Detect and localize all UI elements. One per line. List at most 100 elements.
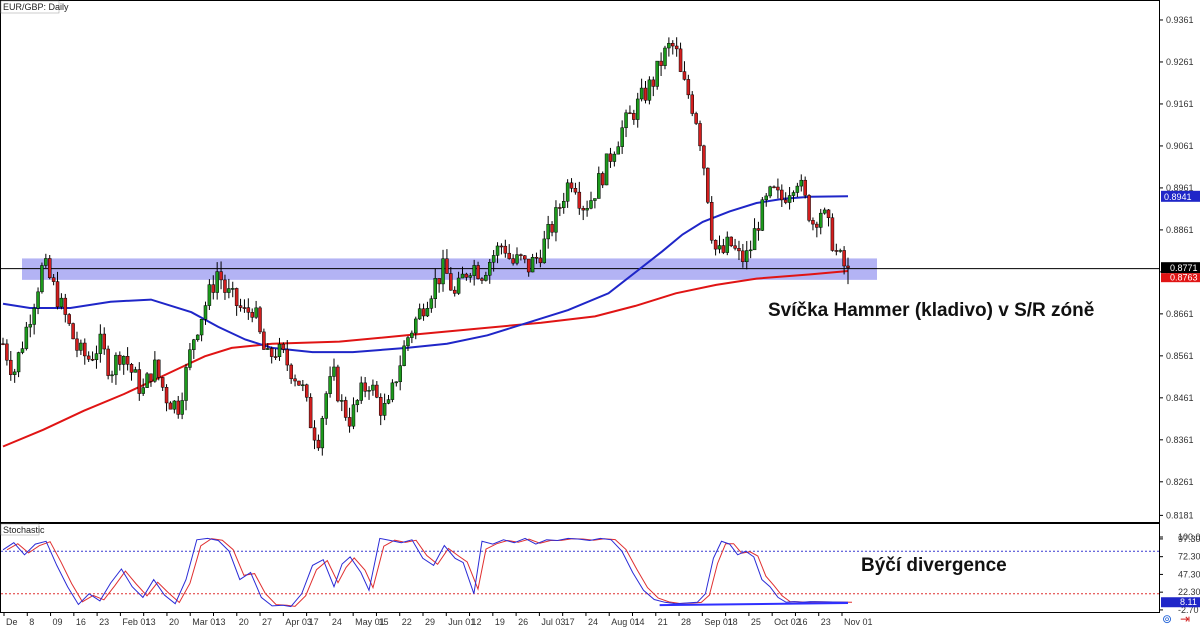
svg-text:0.8763: 0.8763	[1170, 273, 1198, 283]
candle-body	[51, 277, 56, 282]
date-tick-label: 15	[378, 617, 388, 627]
candle-body	[297, 380, 301, 386]
date-tick-label: Sep 01	[704, 617, 733, 627]
price-tick-label: 0.8461	[1166, 393, 1194, 403]
candle-body	[624, 112, 628, 129]
candle-body	[262, 331, 266, 350]
date-tick-label: Apr 03	[285, 617, 312, 627]
stochastic-title-box	[0, 523, 40, 536]
candle-body	[394, 381, 399, 384]
candle-body	[464, 273, 469, 278]
candle-body	[632, 113, 636, 120]
candle-body	[188, 349, 192, 368]
candle-body	[577, 191, 582, 209]
candle-body	[149, 373, 153, 382]
price-tick-label: 0.8661	[1166, 309, 1194, 319]
candle-body	[484, 274, 488, 281]
candle-body	[480, 278, 484, 281]
candle-body	[281, 343, 286, 350]
candle-body	[515, 254, 519, 264]
candle-body	[667, 42, 671, 49]
date-tick-label: Oct 02	[774, 617, 801, 627]
candle-body	[110, 374, 114, 377]
candle-body	[639, 87, 644, 100]
candle-body	[620, 127, 624, 147]
date-tick-label: 20	[169, 617, 179, 627]
candle-body	[472, 265, 476, 276]
candle-body	[301, 384, 305, 387]
candle-body	[647, 79, 652, 101]
candle-body	[59, 297, 64, 308]
candle-body	[600, 173, 605, 186]
candle-body	[476, 265, 480, 279]
candle-body	[98, 333, 103, 354]
price-tick-label: 0.8961	[1166, 183, 1194, 193]
candle-body	[507, 252, 511, 259]
candle-body	[488, 261, 492, 276]
candle-body	[799, 179, 804, 187]
candle-body	[565, 182, 570, 202]
candle-body	[332, 366, 336, 377]
date-tick-label: 17	[565, 617, 575, 627]
candle-body	[410, 332, 414, 338]
candle-body	[414, 318, 418, 334]
candle-body	[764, 195, 768, 201]
candle-body	[519, 254, 523, 256]
price-tick-label: 0.8261	[1166, 477, 1194, 487]
candle-body	[83, 342, 87, 357]
candle-body	[359, 382, 363, 401]
candle-body	[176, 400, 180, 415]
candle-body	[425, 308, 430, 317]
candle-body	[86, 355, 91, 360]
price-tick-label: 0.8561	[1166, 351, 1194, 361]
candle-body	[721, 245, 726, 253]
date-tick-label: 19	[495, 617, 505, 627]
date-tick-label: 14	[635, 617, 645, 627]
candle-body	[351, 404, 356, 427]
date-tick-label: 24	[332, 617, 342, 627]
candle-body	[137, 369, 142, 394]
candle-body	[94, 353, 99, 360]
candle-body	[526, 258, 531, 273]
candle-body	[129, 364, 134, 373]
date-tick-label: 09	[53, 617, 63, 627]
chart-title-box	[0, 0, 60, 14]
blue-moving-average	[2, 195, 849, 354]
candle-body	[106, 348, 110, 376]
candle-body	[437, 278, 441, 285]
candle-body	[752, 228, 757, 251]
candle-body	[441, 258, 445, 285]
candle-body	[199, 318, 204, 336]
stochastic-tick-label: 22.30	[1178, 587, 1200, 597]
candle-body	[612, 153, 617, 162]
candle-body	[604, 153, 609, 186]
candle-body	[523, 255, 527, 260]
date-tick-label: 18	[728, 617, 738, 627]
candle-body	[316, 439, 321, 449]
date-tick-label: 16	[76, 617, 86, 627]
candle-body	[63, 297, 68, 315]
candle-body	[258, 307, 262, 333]
candle-body	[585, 208, 589, 211]
candle-body	[803, 179, 807, 196]
candle-body	[460, 273, 465, 279]
candle-body	[433, 278, 437, 300]
candle-body	[846, 265, 850, 268]
candle-body	[449, 273, 453, 291]
candle-body	[47, 258, 52, 278]
divergence-annotation: Býčí divergence	[861, 555, 1007, 576]
red-ma-badge: 0.8763	[1161, 273, 1200, 283]
candle-body	[706, 167, 710, 203]
arrow-icon[interactable]: ⇥	[1180, 612, 1191, 626]
link-icon[interactable]: ⊚	[1162, 612, 1173, 626]
candle-body	[429, 298, 434, 309]
candle-body	[219, 271, 223, 281]
candle-body	[172, 400, 177, 410]
candle-body	[729, 236, 733, 247]
candle-body	[554, 207, 558, 233]
candle-body	[593, 198, 597, 201]
date-tick-label: 24	[588, 617, 598, 627]
candle-body	[24, 326, 29, 349]
stochastic-tick-label: -2.70	[1178, 605, 1199, 615]
